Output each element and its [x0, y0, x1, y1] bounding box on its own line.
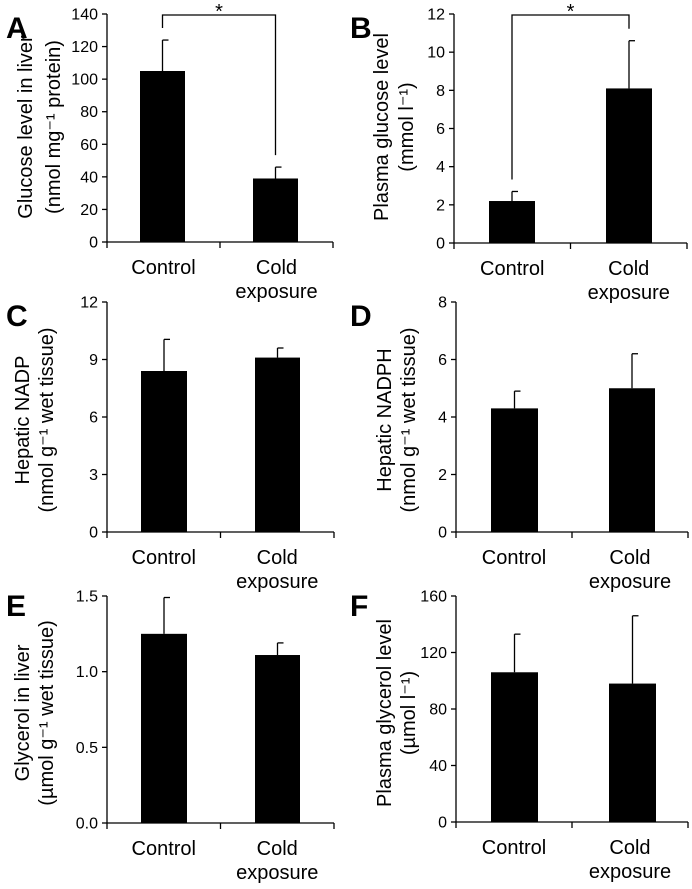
y-axis-label: (nmol mg⁻¹ protein) [43, 40, 65, 214]
y-axis-label: Glucose level in liver [15, 35, 37, 219]
category-label: Control [132, 547, 196, 569]
bar-cold-exposure [253, 178, 298, 242]
significance-bracket [511, 14, 630, 180]
bar-cold-exposure [609, 388, 655, 532]
panel-label: A [6, 12, 28, 45]
y-tick-label: 80 [80, 104, 98, 121]
y-tick-label: 100 [71, 72, 98, 89]
y-tick-label: 20 [80, 202, 98, 219]
y-tick-label: 120 [420, 645, 447, 662]
y-tick-label: 6 [438, 352, 447, 369]
category-label: exposure [235, 281, 317, 303]
y-tick-label: 3 [89, 467, 98, 484]
y-tick-label: 120 [71, 39, 98, 56]
y-axis-label: (mmol l⁻¹) [396, 82, 418, 171]
category-label: Control [131, 257, 195, 279]
panel-label: B [350, 12, 372, 45]
panel-label: C [6, 300, 28, 333]
significance-marker: * [215, 1, 223, 23]
y-tick-label: 1.0 [76, 664, 98, 681]
panel-d: D 0 2 4 6 8 Hepatic NADPH (nmol g⁻¹ wet tissue)… [350, 295, 689, 593]
y-tick-label: 0 [89, 525, 98, 542]
bar-control [141, 633, 187, 823]
y-axis-label: Hepatic NADPH [374, 348, 396, 491]
y-tick-label: 10 [427, 45, 445, 62]
y-tick-label: 4 [436, 159, 445, 176]
category-label: exposure [588, 282, 670, 304]
y-tick-label: 0 [436, 236, 445, 253]
y-tick-label: 0 [438, 525, 447, 542]
y-tick-label: 40 [429, 758, 447, 775]
y-tick-label: 8 [438, 295, 447, 312]
y-tick-label: 2 [438, 467, 447, 484]
y-tick-label: 80 [429, 702, 447, 719]
y-tick-label: 0.5 [76, 740, 98, 757]
panel-label: E [6, 590, 26, 623]
bar-cold-exposure [255, 357, 300, 532]
bar-control [140, 71, 185, 242]
significance-bracket [161, 14, 277, 156]
y-tick-label: 0 [89, 235, 98, 252]
category-label: Cold [257, 547, 298, 569]
bar-control [141, 371, 187, 532]
y-tick-label: 2 [436, 197, 445, 214]
y-tick-label: 160 [420, 589, 447, 606]
category-label: Cold [609, 547, 650, 569]
y-axis-label: (µmol g⁻¹ wet tissue) [36, 620, 58, 805]
panel-label: D [350, 300, 372, 333]
bar-cold-exposure [255, 655, 300, 823]
bar-cold-exposure [606, 88, 652, 243]
category-label: Control [482, 547, 546, 569]
category-label: Cold [608, 258, 649, 280]
category-label: exposure [236, 862, 318, 884]
y-tick-label: 60 [80, 137, 98, 154]
category-label: Control [132, 838, 196, 860]
y-tick-label: 1.5 [76, 589, 98, 606]
bar-cold-exposure [609, 683, 656, 822]
bar-control [491, 672, 538, 822]
panel-b: B 0 2 4 6 8 10 12 Plasma glucose level (mmol l⁻¹)… [350, 1, 688, 304]
y-tick-label: 8 [436, 83, 445, 100]
y-tick-label: 6 [436, 121, 445, 138]
y-tick-label: 12 [427, 7, 445, 24]
y-tick-label: 9 [89, 352, 98, 369]
category-label: Control [480, 258, 544, 280]
panel-a: A 0 20 40 60 80 100 120 140 Glucose level in live… [6, 1, 334, 303]
panel-f: F 0 40 80 120 160 Plasma glycerol level (µmol l… [350, 589, 689, 883]
category-label: exposure [236, 571, 318, 593]
y-axis-label: (µmol l⁻¹) [398, 671, 420, 755]
panel-c: C 0 3 6 9 12 Hepatic NADP (nmol g⁻¹ wet tissue)… [6, 295, 335, 593]
category-label: Control [482, 837, 546, 859]
category-label: Cold [257, 838, 298, 860]
y-axis-label: Glycerol in liver [12, 644, 34, 781]
bar-control [489, 201, 535, 243]
category-label: exposure [589, 571, 671, 593]
y-tick-label: 0 [438, 815, 447, 832]
y-tick-label: 6 [89, 410, 98, 427]
category-label: exposure [589, 861, 671, 883]
y-tick-label: 40 [80, 169, 98, 186]
y-tick-label: 4 [438, 410, 447, 427]
y-tick-label: 140 [71, 7, 98, 24]
bar-control [491, 408, 538, 532]
panel-label: F [350, 590, 368, 623]
category-label: Cold [256, 257, 297, 279]
y-tick-label: 0.0 [76, 816, 98, 833]
significance-marker: * [567, 1, 575, 23]
y-tick-label: 12 [80, 295, 98, 312]
category-label: Cold [609, 837, 650, 859]
panel-e: E 0.0 0.5 1.0 1.5 Glycerol in liver (µmol g⁻¹ … [6, 589, 335, 884]
y-axis-label: (nmol g⁻¹ wet tissue) [36, 327, 58, 512]
y-axis-label: Plasma glucose level [371, 33, 393, 221]
y-axis-label: Plasma glycerol level [374, 619, 396, 807]
y-axis-label: (nmol g⁻¹ wet tissue) [398, 327, 420, 512]
y-axis-label: Hepatic NADP [12, 356, 34, 485]
